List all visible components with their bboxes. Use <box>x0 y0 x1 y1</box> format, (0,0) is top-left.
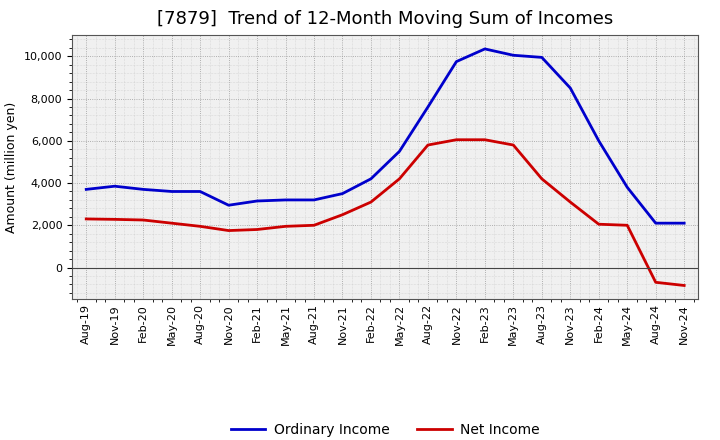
Title: [7879]  Trend of 12-Month Moving Sum of Incomes: [7879] Trend of 12-Month Moving Sum of I… <box>157 10 613 28</box>
Ordinary Income <box>652 220 660 226</box>
Net Income <box>537 176 546 181</box>
Net Income <box>253 227 261 232</box>
Ordinary Income <box>395 149 404 154</box>
Net Income <box>509 143 518 148</box>
Net Income <box>423 143 432 148</box>
Net Income <box>395 176 404 181</box>
Ordinary Income <box>452 59 461 64</box>
Net Income <box>452 137 461 143</box>
Net Income <box>623 223 631 228</box>
Ordinary Income <box>509 53 518 58</box>
Line: Ordinary Income: Ordinary Income <box>86 49 684 223</box>
Net Income <box>310 223 318 228</box>
Ordinary Income <box>110 183 119 189</box>
Legend: Ordinary Income, Net Income: Ordinary Income, Net Income <box>225 417 545 440</box>
Net Income <box>480 137 489 143</box>
Net Income <box>595 222 603 227</box>
Ordinary Income <box>225 202 233 208</box>
Net Income <box>82 216 91 222</box>
Ordinary Income <box>196 189 204 194</box>
Net Income <box>225 228 233 233</box>
Ordinary Income <box>366 176 375 181</box>
Ordinary Income <box>167 189 176 194</box>
Line: Net Income: Net Income <box>86 140 684 286</box>
Ordinary Income <box>282 197 290 202</box>
Ordinary Income <box>595 138 603 143</box>
Ordinary Income <box>338 191 347 196</box>
Net Income <box>110 217 119 222</box>
Net Income <box>282 224 290 229</box>
Ordinary Income <box>537 55 546 60</box>
Net Income <box>167 220 176 226</box>
Ordinary Income <box>253 198 261 204</box>
Y-axis label: Amount (million yen): Amount (million yen) <box>5 102 18 233</box>
Net Income <box>680 283 688 288</box>
Ordinary Income <box>139 187 148 192</box>
Net Income <box>139 217 148 223</box>
Ordinary Income <box>680 220 688 226</box>
Net Income <box>366 199 375 205</box>
Ordinary Income <box>423 104 432 110</box>
Ordinary Income <box>480 46 489 51</box>
Net Income <box>196 224 204 229</box>
Net Income <box>338 212 347 217</box>
Net Income <box>566 199 575 205</box>
Ordinary Income <box>623 185 631 190</box>
Ordinary Income <box>566 85 575 91</box>
Ordinary Income <box>310 197 318 202</box>
Ordinary Income <box>82 187 91 192</box>
Net Income <box>652 280 660 285</box>
